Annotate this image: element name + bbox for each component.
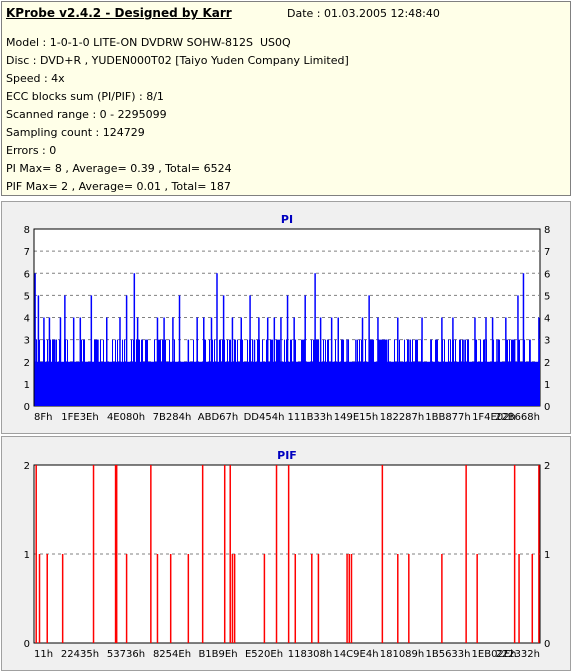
x-tick-label: DD454h — [244, 412, 285, 423]
x-tick-label: 22B668h — [495, 412, 540, 423]
x-tick-label: 1BB877h — [425, 412, 471, 423]
x-tick-label: B1B9Eh — [198, 649, 237, 660]
y-tick-label-left: 7 — [24, 247, 30, 258]
y-tick-label-left: 4 — [24, 314, 30, 325]
scan-date: Date : 01.03.2005 12:48:40 — [287, 7, 440, 20]
y-tick-label-right: 5 — [544, 291, 550, 302]
y-tick-label-right: 7 — [544, 247, 550, 258]
x-tick-label: E520Eh — [245, 649, 283, 660]
y-tick-label-left: 6 — [24, 269, 30, 280]
info-panel: KProbe v2.4.2 - Designed by Karr Date : … — [1, 1, 571, 196]
pif-chart: PIF 0 0 1 1 2 2 11h 22435h 53736h 8254Eh B1B9Eh E520… — [24, 449, 551, 660]
y-tick-label-left: 8 — [24, 225, 30, 236]
y-tick-label-right: 4 — [544, 314, 550, 325]
x-tick-label: 182287h — [380, 412, 425, 423]
scanned-range-row: Scanned range : 0 - 2295099 — [6, 108, 167, 121]
sampling-count-row: Sampling count : 124729 — [6, 126, 145, 139]
y-tick-label-left: 2 — [24, 461, 30, 472]
y-tick-label-right: 0 — [544, 639, 550, 650]
x-tick-label: 8254Eh — [153, 649, 191, 660]
y-tick-label-left: 0 — [24, 402, 30, 413]
y-tick-label-right: 2 — [544, 358, 550, 369]
y-tick-label-left: 0 — [24, 639, 30, 650]
y-tick-label-left: 1 — [24, 380, 30, 391]
x-tick-label: 118308h — [288, 649, 333, 660]
x-tick-label: 4E080h — [107, 412, 145, 423]
x-tick-label: 22435h — [61, 649, 99, 660]
x-tick-label: 181089h — [380, 649, 425, 660]
y-tick-label-left: 3 — [24, 336, 30, 347]
model-row: Model : 1-0-1-0 LITE-ON DVDRW SOHW-812S … — [6, 36, 291, 49]
pi-stats-row: PI Max= 8 , Average= 0.39 , Total= 6524 — [6, 162, 232, 175]
x-tick-label: 1EB02Eh — [472, 649, 517, 660]
x-tick-label: 7B284h — [153, 412, 192, 423]
speed-row: Speed : 4x — [6, 72, 65, 85]
y-tick-label-right: 8 — [544, 225, 550, 236]
y-tick-label-right: 2 — [544, 461, 550, 472]
pi-chart: PI 0 0 1 1 2 2 3 3 4 4 5 5 6 6 7 7 8 8 8Fh 1FE3Eh 4E080h 7B284… — [24, 213, 551, 423]
y-tick-label-left: 1 — [24, 550, 30, 561]
y-tick-label-left: 5 — [24, 291, 30, 302]
ecc-sum-row: ECC blocks sum (PI/PIF) : 8/1 — [6, 90, 164, 103]
pif-chart-panel: PIF 0 0 1 1 2 2 11h 22435h 53736h 8254Eh B1B9Eh E520… — [1, 436, 571, 671]
errors-row: Errors : 0 — [6, 144, 57, 157]
x-tick-label: 53736h — [107, 649, 145, 660]
x-tick-label: 14C9E4h — [333, 649, 378, 660]
x-tick-label: 149E15h — [334, 412, 378, 423]
x-tick-label: 1FE3Eh — [61, 412, 98, 423]
disc-row: Disc : DVD+R , YUDEN000T02 [Taiyo Yuden … — [6, 54, 349, 67]
app-title: KProbe v2.4.2 - Designed by Karr — [6, 6, 232, 20]
y-tick-label-left: 2 — [24, 358, 30, 369]
x-tick-label: 8Fh — [34, 412, 52, 423]
pif-stats-row: PIF Max= 2 , Average= 0.01 , Total= 187 — [6, 180, 231, 193]
y-tick-label-right: 6 — [544, 269, 550, 280]
x-tick-label: 111B33h — [287, 412, 332, 423]
chart-title: PI — [281, 213, 293, 226]
y-tick-label-right: 3 — [544, 336, 550, 347]
x-tick-label: 11h — [34, 649, 53, 660]
x-tick-label: 222332h — [495, 649, 540, 660]
x-tick-label: 1F4E02h — [472, 412, 516, 423]
x-tick-label: 1B5633h — [425, 649, 470, 660]
y-tick-label-right: 1 — [544, 380, 550, 391]
y-tick-label-right: 1 — [544, 550, 550, 561]
y-tick-label-right: 0 — [544, 402, 550, 413]
x-tick-label: ABD67h — [198, 412, 238, 423]
pi-chart-panel: PI 0 0 1 1 2 2 3 3 4 4 5 5 6 6 7 7 8 8 8Fh 1FE3Eh 4E080h 7B284… — [1, 201, 571, 434]
chart-title: PIF — [277, 449, 297, 462]
